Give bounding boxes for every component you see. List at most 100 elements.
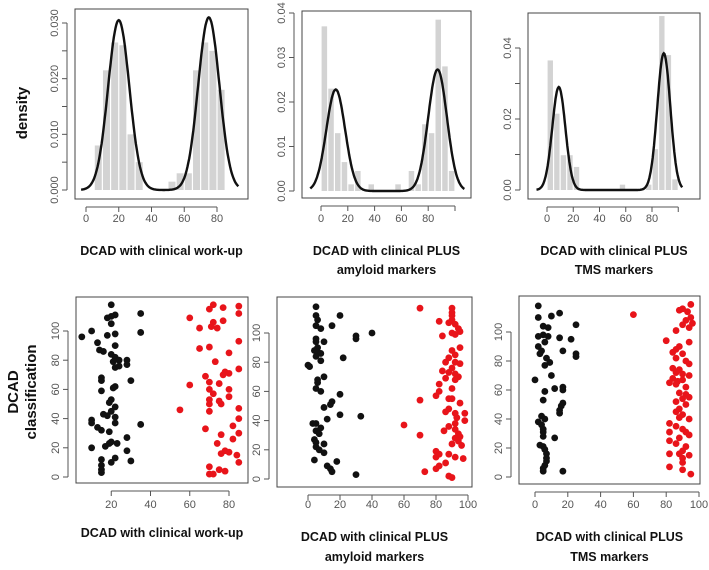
row-label-classification: classification bbox=[23, 344, 40, 439]
scatter-point-red bbox=[666, 428, 673, 436]
panel-6: 0 20 40 60 80 100 0 20 40 60 80 100 DCAD with clinic… bbox=[493, 295, 708, 564]
scatter-point-red bbox=[202, 372, 209, 380]
histogram-bar bbox=[408, 170, 415, 191]
scatter-point-red bbox=[235, 310, 243, 317]
scatter-point-red bbox=[669, 348, 677, 356]
x-axis-title: DCAD with clinical work-up bbox=[81, 526, 244, 540]
scatter-point-red bbox=[451, 376, 459, 384]
x-axis-title: TMS markers bbox=[575, 263, 654, 277]
scatter-point-red bbox=[186, 314, 194, 322]
y-tick-label: 60 bbox=[251, 385, 263, 397]
scatter-point-red bbox=[209, 390, 217, 398]
scatter-point-black bbox=[544, 332, 552, 340]
histogram-bar bbox=[209, 50, 217, 191]
scatter-point-red bbox=[666, 437, 673, 445]
histogram-bar bbox=[119, 45, 127, 191]
plot-frame bbox=[74, 8, 249, 200]
x-axis-title: DCAD with clinical work-up bbox=[80, 244, 243, 258]
scatter-point-black bbox=[314, 379, 321, 387]
scatter-point-black bbox=[88, 444, 96, 452]
scatter-point-black bbox=[315, 430, 323, 438]
scatter-point-black bbox=[556, 334, 563, 342]
scatter-point-black bbox=[572, 353, 580, 361]
scatter-point-red bbox=[432, 465, 440, 473]
scatter-point-black bbox=[137, 329, 145, 336]
plot-frame bbox=[276, 296, 473, 488]
histogram-bar bbox=[176, 173, 184, 190]
scatter-point-black bbox=[137, 421, 145, 428]
scatter-point-red bbox=[685, 393, 693, 401]
scatter-point-black bbox=[546, 359, 554, 366]
scatter-point-black bbox=[109, 384, 117, 392]
scatter-point-black bbox=[551, 434, 559, 442]
x-tick-label: 60 bbox=[620, 213, 632, 225]
x-tick-label: 20 bbox=[562, 499, 574, 511]
scatter-point-black bbox=[556, 309, 563, 317]
scatter-point-black bbox=[556, 409, 563, 417]
histogram-bar bbox=[659, 16, 665, 190]
scatter-point-black bbox=[536, 350, 544, 358]
scatter-point-black bbox=[312, 338, 320, 346]
scatter-point-black bbox=[107, 301, 115, 309]
scatter-point-red bbox=[209, 470, 217, 478]
y-axis: 0 20 40 60 80 100 bbox=[493, 323, 512, 480]
scatter-point-red bbox=[219, 304, 227, 312]
plot-frame bbox=[75, 296, 249, 484]
scatter-point-black bbox=[98, 387, 105, 395]
y-tick-label: 40 bbox=[493, 413, 505, 425]
scatter-point-black bbox=[111, 413, 119, 421]
scatter-point-black bbox=[100, 348, 107, 355]
scatter-point-red bbox=[235, 459, 243, 466]
y-axis: 0 20 40 60 80 100 bbox=[50, 322, 69, 480]
scatter-point-black bbox=[98, 377, 105, 385]
scatter-point-black bbox=[101, 442, 109, 450]
scatter-point-red bbox=[445, 423, 453, 430]
scatter-point-red bbox=[687, 301, 695, 308]
scatter-point-red bbox=[630, 311, 637, 318]
scatter-point-red bbox=[666, 379, 673, 387]
y-tick-label: 0.00 bbox=[276, 180, 288, 201]
scatter-point-black bbox=[559, 467, 567, 475]
panel-3: 0 20 40 60 80 0.00 0.02 0.04 DCAD with clinical … bbox=[502, 12, 701, 277]
y-tick-label: 40 bbox=[251, 414, 263, 426]
scatter-point-black bbox=[539, 396, 547, 404]
scatter-point-red bbox=[461, 417, 469, 424]
x-tick-label: 20 bbox=[567, 213, 579, 225]
scatter-point-red bbox=[666, 463, 673, 471]
plot-frame bbox=[527, 12, 701, 200]
scatter-point-black bbox=[534, 332, 542, 340]
y-tick-label: 0.030 bbox=[49, 9, 61, 37]
x-tick-label: 60 bbox=[627, 499, 639, 511]
scatter-point-black bbox=[317, 325, 325, 333]
histogram-bar bbox=[328, 88, 334, 191]
y-tick-label: 0.01 bbox=[276, 136, 288, 157]
scatter-point-black bbox=[115, 362, 123, 370]
scatter-point-black bbox=[534, 302, 542, 310]
x-tick-label: 0 bbox=[305, 499, 311, 511]
scatter-point-red bbox=[435, 380, 443, 388]
scatter-point-black bbox=[78, 333, 86, 341]
panel-2: 0 20 40 60 80 0.00 0.01 0.02 0.03 0.04 DCAD with c… bbox=[276, 2, 472, 277]
x-tick-label: 80 bbox=[223, 499, 235, 511]
scatter-point-red bbox=[176, 406, 184, 414]
scatter-point-black bbox=[572, 321, 580, 329]
scatter-point-red bbox=[207, 323, 215, 331]
scatter-point-red bbox=[225, 386, 233, 393]
scatter-point-red bbox=[666, 419, 673, 427]
scatter-point-black bbox=[333, 458, 341, 465]
scatter-point-red bbox=[219, 317, 227, 325]
y-tick-label: 0.000 bbox=[49, 176, 61, 204]
scatter-point-red bbox=[685, 338, 693, 346]
histogram-bar bbox=[127, 134, 135, 190]
scatter-point-black bbox=[103, 331, 111, 339]
scatter-point-red bbox=[679, 395, 686, 403]
scatter-point-black bbox=[320, 338, 328, 346]
scatter-point-red bbox=[442, 408, 449, 416]
scatter-point-red bbox=[235, 404, 243, 412]
scatter-point-black bbox=[531, 376, 539, 384]
plot-frame bbox=[301, 10, 472, 199]
scatter-point-red bbox=[439, 332, 446, 340]
x-axis: 20 40 60 80 bbox=[105, 490, 235, 511]
histogram-bar bbox=[341, 162, 348, 191]
scatter-point-red bbox=[435, 317, 443, 325]
